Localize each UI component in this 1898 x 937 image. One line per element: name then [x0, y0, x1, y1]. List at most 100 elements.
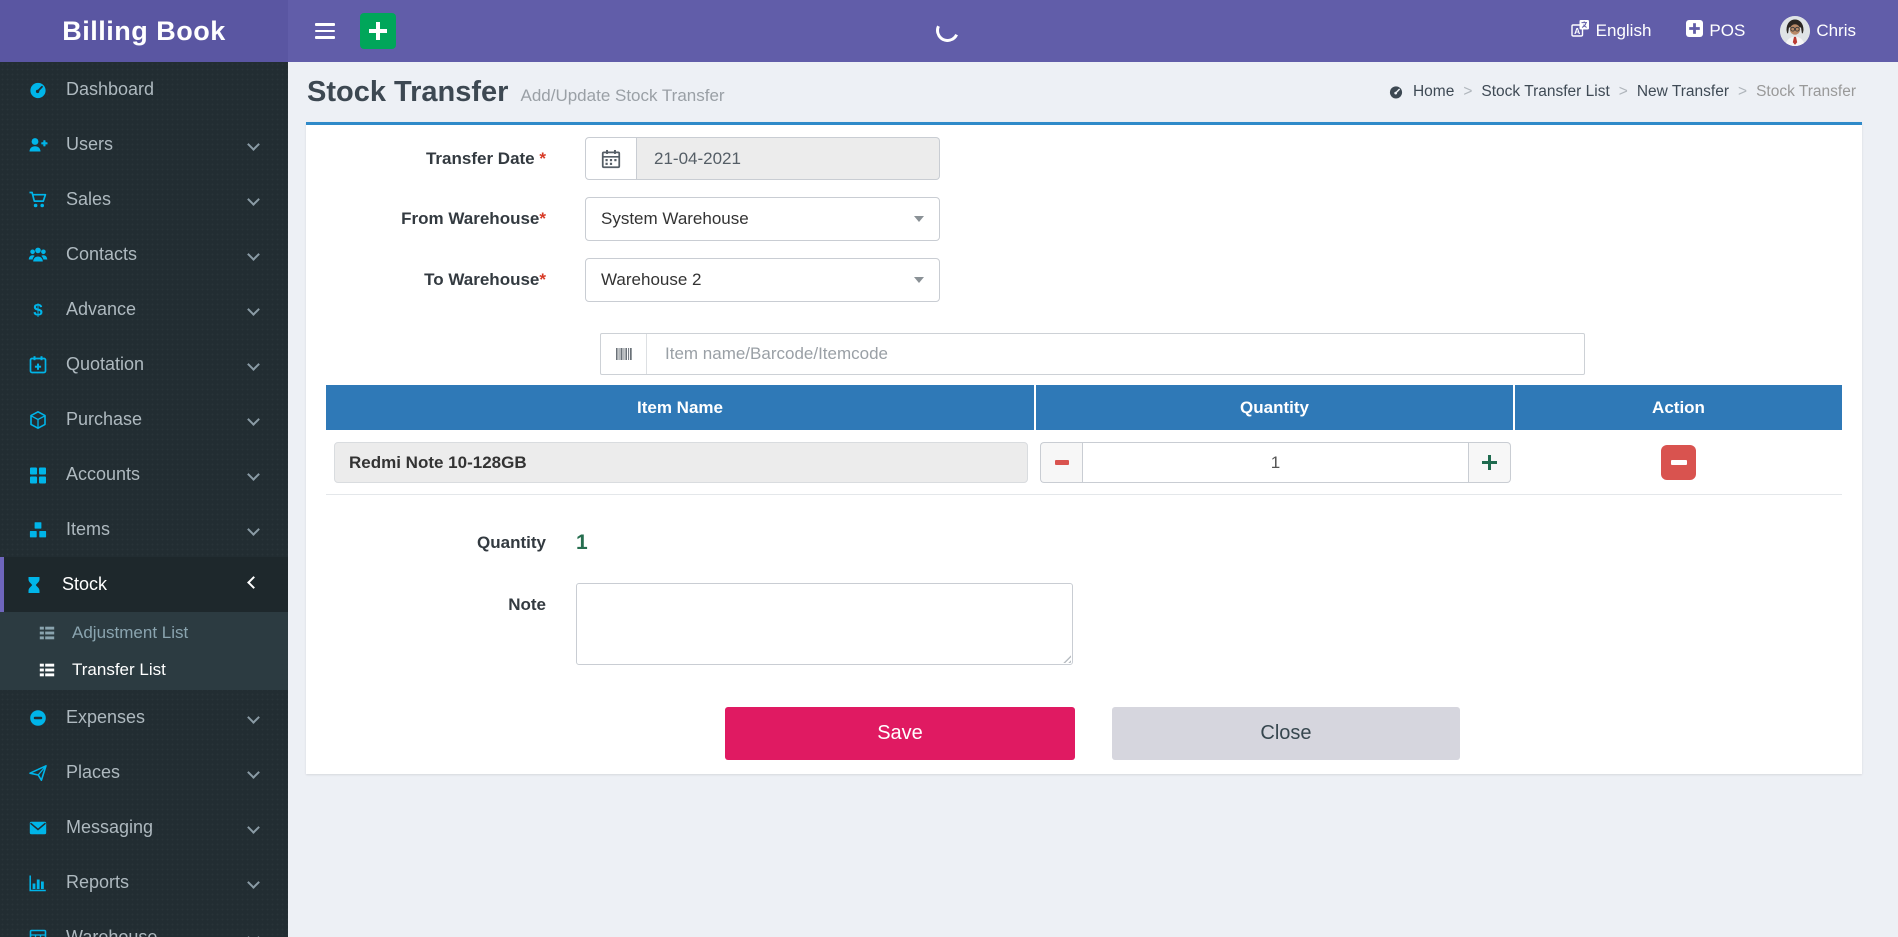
bar-chart-icon: [28, 872, 50, 894]
save-button[interactable]: Save: [725, 707, 1075, 760]
svg-text:$: $: [33, 300, 43, 319]
envelope-icon: [28, 817, 50, 839]
cart-icon: [28, 189, 50, 211]
stock-submenu: Adjustment List Transfer List: [0, 612, 288, 690]
sidebar-item-accounts[interactable]: Accounts: [0, 447, 288, 502]
table-header-item-name: Item Name: [326, 385, 1036, 430]
sidebar-item-expenses[interactable]: Expenses: [0, 690, 288, 745]
plus-icon: [1482, 455, 1497, 470]
chevron-left-icon: [247, 711, 260, 724]
table-header-row: Item Name Quantity Action: [326, 385, 1842, 430]
chevron-left-icon: [247, 931, 260, 937]
chevron-down-icon: [247, 576, 260, 589]
chevron-left-icon: [247, 468, 260, 481]
quantity-stepper: [1040, 442, 1511, 483]
table-header-action: Action: [1652, 397, 1705, 417]
language-menu[interactable]: A English: [1570, 19, 1652, 43]
table-header-quantity: Quantity: [1036, 385, 1515, 430]
quick-add-button[interactable]: [360, 13, 396, 49]
minus-icon: [1670, 459, 1687, 465]
chevron-left-icon: [247, 358, 260, 371]
item-search-input[interactable]: [647, 334, 1584, 374]
list-icon: [38, 623, 58, 643]
breadcrumb-current: Stock Transfer: [1756, 83, 1856, 100]
chevron-left-icon: [247, 303, 260, 316]
sidebar-item-warehouse[interactable]: Warehouse: [0, 910, 288, 937]
chevron-left-icon: [247, 138, 260, 151]
from-warehouse-label: From Warehouse *: [401, 209, 546, 228]
quantity-decrease-button[interactable]: [1040, 442, 1082, 483]
main-content: Stock Transfer Add/Update Stock Transfer…: [288, 62, 1898, 937]
stock-transfer-card: Transfer Date * From Warehouse* System W…: [306, 122, 1862, 774]
chevron-left-icon: [247, 413, 260, 426]
breadcrumb-new-transfer[interactable]: New Transfer: [1636, 83, 1729, 100]
sidebar-item-label: Dashboard: [66, 79, 155, 99]
users-icon: [28, 244, 50, 266]
hourglass-icon: [24, 574, 46, 596]
table-grid-icon: [28, 927, 50, 937]
caret-down-icon: [914, 216, 924, 222]
sidebar-item-advance[interactable]: $ Advance: [0, 282, 288, 337]
sidebar-subitem-transfer-list[interactable]: Transfer List: [0, 651, 288, 688]
user-menu[interactable]: Chris: [1780, 16, 1856, 46]
pos-button[interactable]: POS: [1686, 20, 1745, 42]
calendar-icon[interactable]: [585, 137, 637, 180]
page-subtitle: Add/Update Stock Transfer: [520, 85, 725, 105]
sidebar-item-dashboard[interactable]: Dashboard: [0, 62, 288, 117]
item-name-field: Redmi Note 10-128GB: [334, 442, 1028, 483]
breadcrumb-home[interactable]: Home: [1412, 83, 1455, 100]
sidebar-item-sales[interactable]: Sales: [0, 172, 288, 227]
note-label: Note: [508, 595, 546, 614]
transfer-date-group: [585, 137, 940, 180]
sidebar-item-purchase[interactable]: Purchase: [0, 392, 288, 447]
navbar: A English POS: [288, 0, 1898, 62]
user-plus-icon: [28, 134, 50, 156]
to-warehouse-select[interactable]: Warehouse 2: [585, 258, 940, 302]
sidebar-item-reports[interactable]: Reports: [0, 855, 288, 910]
breadcrumb-separator: >: [1738, 83, 1748, 100]
sidebar-item-places[interactable]: Places: [0, 745, 288, 800]
cube-icon: [28, 409, 50, 431]
from-warehouse-value: System Warehouse: [601, 209, 749, 228]
breadcrumb: Home > Stock Transfer List > New Transfe…: [1388, 83, 1856, 101]
chevron-left-icon: [247, 248, 260, 261]
table-row: Redmi Note 10-128GB: [326, 430, 1842, 495]
sidebar-subitem-adjustment-list[interactable]: Adjustment List: [0, 614, 288, 651]
calendar-plus-icon: [28, 354, 50, 376]
breadcrumb-stock-transfer-list[interactable]: Stock Transfer List: [1481, 83, 1610, 100]
sidebar-item-stock[interactable]: Stock: [0, 557, 288, 612]
sidebar-item-contacts[interactable]: Contacts: [0, 227, 288, 282]
list-icon: [38, 660, 58, 680]
chevron-left-icon: [247, 523, 260, 536]
sidebar-toggle-button[interactable]: [302, 0, 348, 62]
navbar-right: A English POS: [1570, 16, 1856, 46]
language-label: English: [1595, 21, 1652, 40]
sidebar-item-users[interactable]: Users: [0, 117, 288, 172]
item-search-group: [600, 333, 1585, 375]
close-button[interactable]: Close: [1112, 707, 1460, 760]
breadcrumb-separator: >: [1618, 83, 1628, 100]
sidebar: Dashboard Users Sales Contacts $: [0, 62, 288, 937]
quantity-increase-button[interactable]: [1469, 442, 1511, 483]
paper-plane-icon: [28, 762, 50, 784]
sidebar-item-items[interactable]: Items: [0, 502, 288, 557]
sidebar-item-messaging[interactable]: Messaging: [0, 800, 288, 855]
app-logo[interactable]: Billing Book: [0, 0, 288, 62]
note-textarea[interactable]: [576, 583, 1073, 665]
language-icon: A: [1570, 19, 1590, 43]
from-warehouse-select[interactable]: System Warehouse: [585, 197, 940, 241]
breadcrumb-separator: >: [1463, 83, 1473, 100]
chevron-left-icon: [247, 766, 260, 779]
remove-item-button[interactable]: [1661, 444, 1696, 480]
user-name: Chris: [1816, 21, 1856, 40]
quantity-input[interactable]: [1082, 442, 1469, 483]
pos-label: POS: [1709, 21, 1746, 40]
quantity-summary-value: 1: [576, 531, 588, 554]
sidebar-item-quotation[interactable]: Quotation: [0, 337, 288, 392]
textarea-resize-handle[interactable]: [1061, 653, 1071, 663]
transfer-date-label: Transfer Date *: [425, 148, 546, 168]
dollar-icon: $: [28, 299, 50, 321]
page-title: Stock Transfer: [307, 75, 509, 108]
transfer-date-input[interactable]: [637, 137, 940, 180]
